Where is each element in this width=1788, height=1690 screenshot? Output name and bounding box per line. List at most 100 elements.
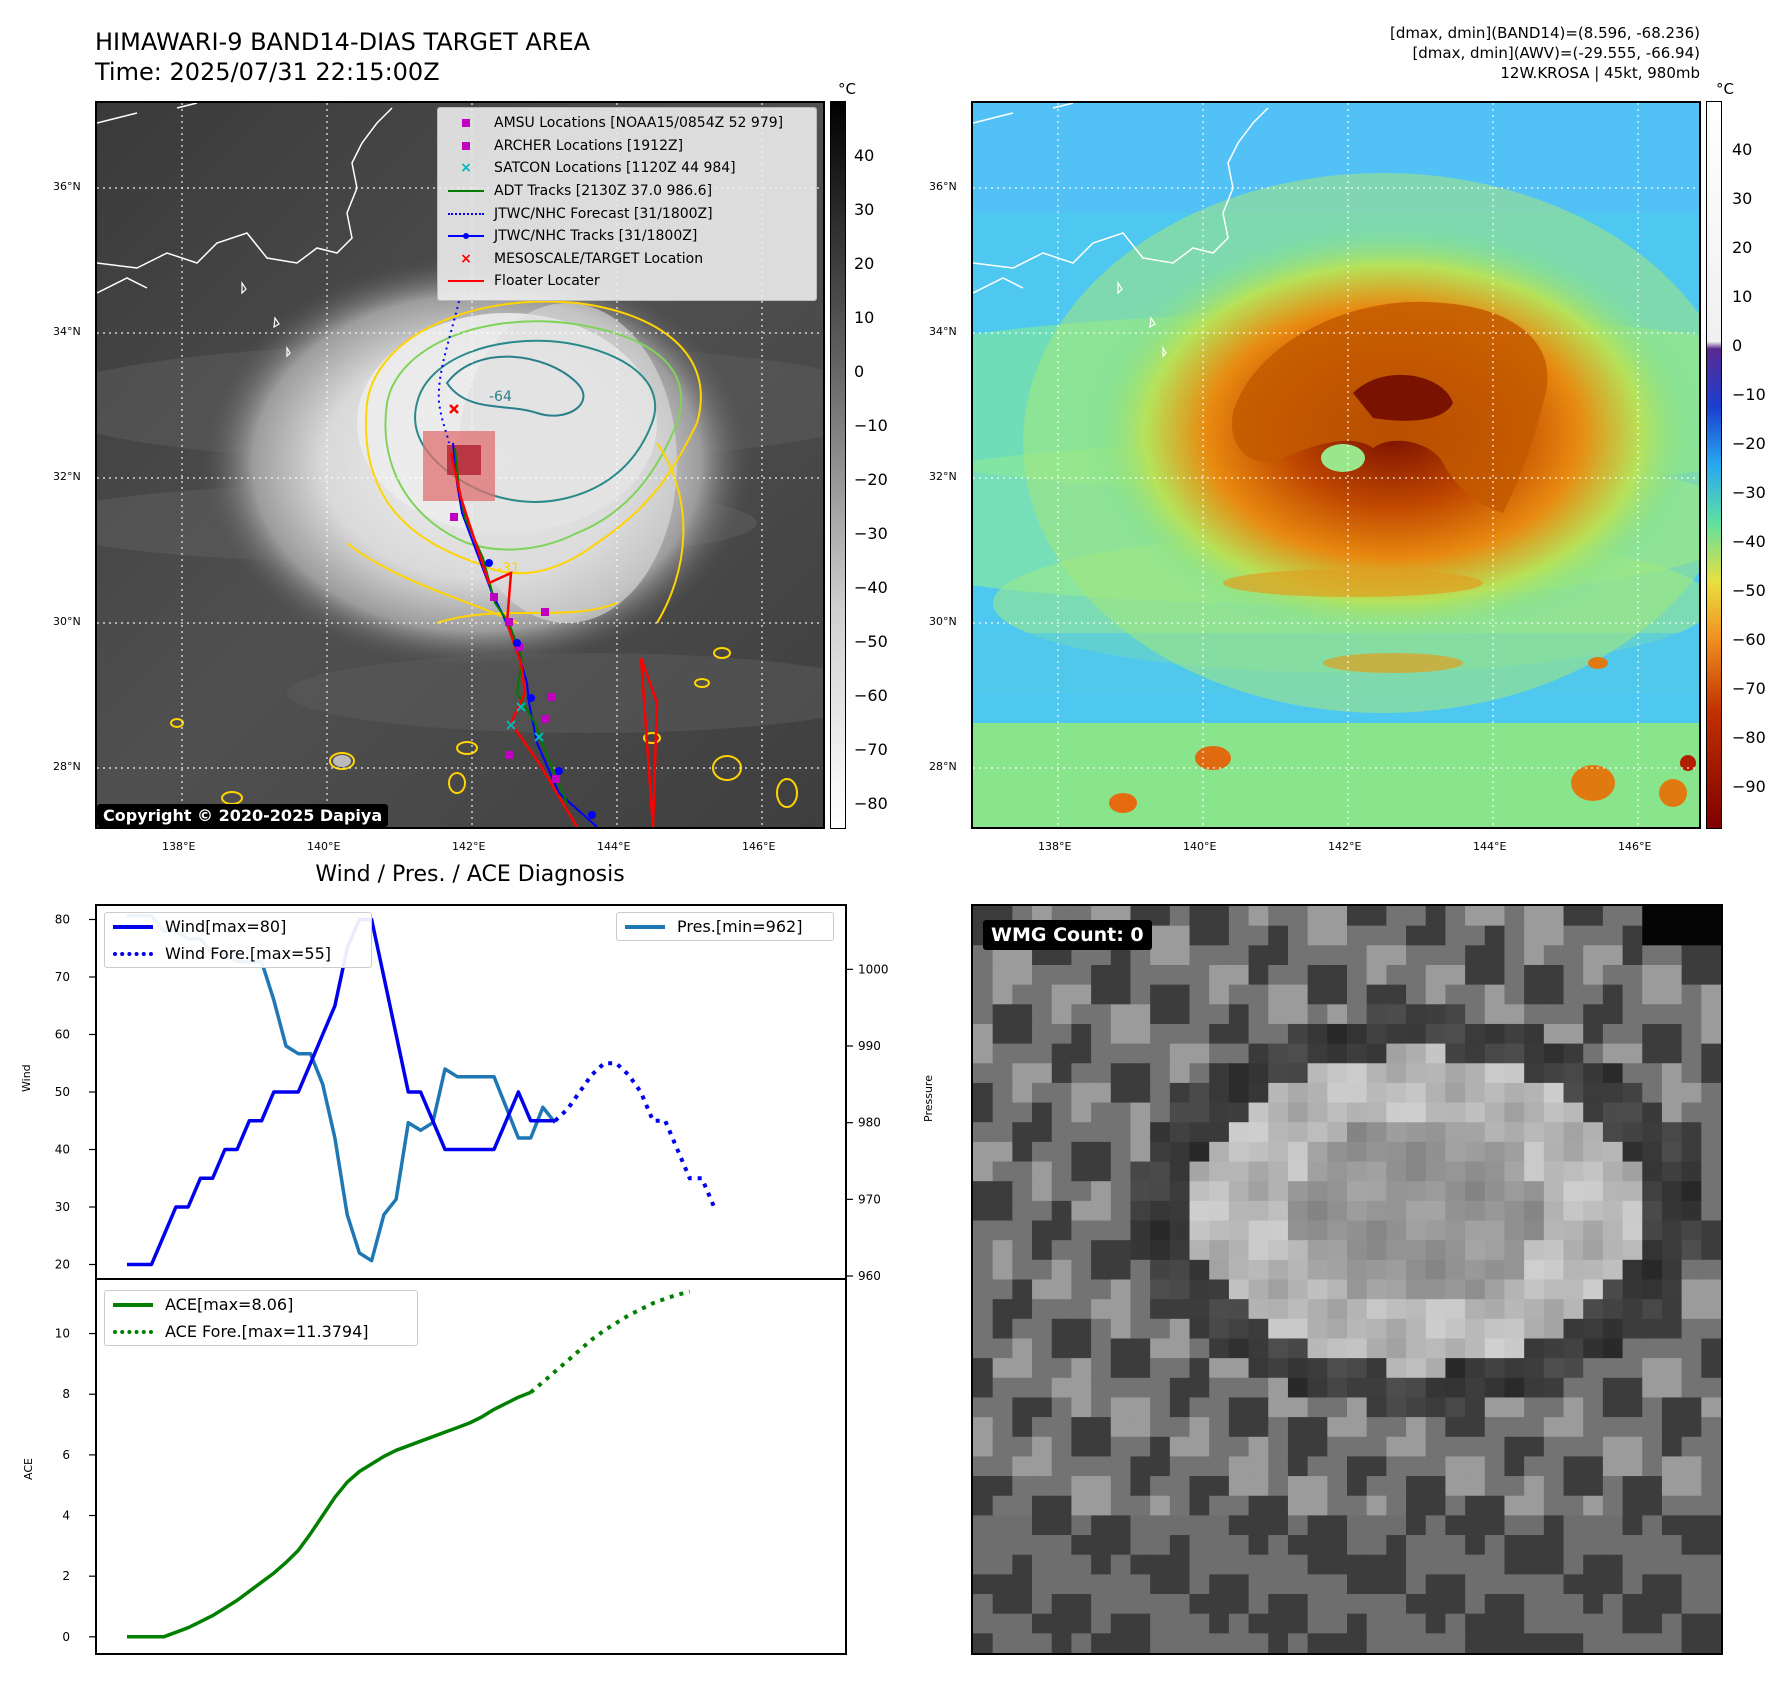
ir-colorbar-tick: 20 — [854, 254, 875, 273]
awv-colorbar-tick: 40 — [1732, 140, 1753, 159]
awv-lon-label: 146°E — [1618, 840, 1652, 853]
legend-item-amsu: AMSU Locations [NOAA15/0854Z 52 979] — [438, 112, 816, 135]
wmg-panel[interactable]: WMG Count: 0 — [971, 904, 1723, 1655]
awv-colorbar-tick: 0 — [1732, 336, 1743, 355]
awv-colorbar-tick: −60 — [1732, 630, 1766, 649]
awv-lon-label: 138°E — [1038, 840, 1072, 853]
wind-tick-label: 60 — [55, 1028, 70, 1042]
ir-colorbar-tick: −70 — [854, 740, 888, 759]
pressure-tick-label: 990 — [858, 1039, 881, 1053]
wmg-image — [973, 906, 1721, 1653]
wind-tick-label: 20 — [55, 1258, 70, 1272]
ir-lat-label: 34°N — [53, 325, 81, 338]
awv-colorbar-tick: −10 — [1732, 385, 1766, 404]
ir-lon-label: 140°E — [307, 840, 341, 853]
ir-map-panel[interactable]: -64 -31 AMSU Locations [NOAA15/0854Z 52 … — [95, 101, 825, 829]
ir-lon-label: 144°E — [597, 840, 631, 853]
ace-tick-label: 0 — [62, 1630, 70, 1644]
contour-label-64: -64 — [489, 389, 512, 405]
ir-lon-label: 142°E — [452, 840, 486, 853]
pressure-tick-label: 1000 — [858, 962, 889, 976]
awv-colorbar — [1706, 101, 1722, 829]
awv-lat-label: 32°N — [929, 470, 957, 483]
figure-time: Time: 2025/07/31 22:15:00Z — [95, 58, 440, 86]
ir-colorbar-tick: 10 — [854, 308, 875, 327]
ir-colorbar-tick: 30 — [854, 200, 875, 219]
pressure-legend-label: Pres.[min=962] — [677, 917, 803, 936]
wind-tick-label: 70 — [55, 970, 70, 984]
awv-lat-label: 36°N — [929, 180, 957, 193]
ace-tick-label: 8 — [62, 1387, 70, 1401]
wind-tick-label: 50 — [55, 1085, 70, 1099]
pressure-legend: Pres.[min=962] — [616, 912, 834, 941]
ir-colorbar-tick: −50 — [854, 632, 888, 651]
wmg-cells — [973, 906, 1721, 1653]
awv-map-panel[interactable] — [971, 101, 1701, 829]
ir-colorbar-tick: −10 — [854, 416, 888, 435]
ace-forecast-legend-label: ACE Fore.[max=11.3794] — [165, 1322, 369, 1341]
ir-colorbar-tick: −80 — [854, 794, 888, 813]
ace-legend-label: ACE[max=8.06] — [165, 1295, 294, 1314]
ir-lat-label: 36°N — [53, 180, 81, 193]
wind-legend-label: Wind[max=80] — [165, 917, 287, 936]
pressure-tick-label: 970 — [858, 1192, 881, 1206]
awv-colorbar-tick: 10 — [1732, 287, 1753, 306]
legend-item-floater: Floater Locater — [438, 270, 816, 293]
ace-tick-label: 6 — [62, 1448, 70, 1462]
ir-lon-label: 138°E — [162, 840, 196, 853]
legend-item-adt: ADT Tracks [2130Z 37.0 986.6] — [438, 180, 816, 203]
awv-lon-label: 140°E — [1183, 840, 1217, 853]
awv-colorbar-tick: −50 — [1732, 581, 1766, 600]
ir-map-legend: AMSU Locations [NOAA15/0854Z 52 979] ARC… — [437, 107, 817, 301]
copyright-badge: Copyright © 2020-2025 Dapiya — [97, 804, 389, 827]
wind-tick-label: 30 — [55, 1200, 70, 1214]
wind-forecast-legend-label: Wind Fore.[max=55] — [165, 944, 331, 963]
pressure-tick-label: 960 — [858, 1269, 881, 1283]
ir-colorbar-unit: °C — [838, 80, 856, 98]
legend-item-forecast: JTWC/NHC Forecast [31/1800Z] — [438, 202, 816, 225]
ace-axis-label: ACE — [22, 1458, 35, 1480]
awv-lat-label: 30°N — [929, 615, 957, 628]
awv-lat-label: 28°N — [929, 760, 957, 773]
pressure-tick-label: 980 — [858, 1116, 881, 1130]
awv-colorbar-tick: −90 — [1732, 777, 1766, 796]
awv-map-image — [973, 103, 1699, 827]
ace-tick-label: 2 — [62, 1569, 70, 1583]
ace-tick-label: 10 — [55, 1327, 70, 1341]
pressure-axis-label: Pressure — [922, 1075, 935, 1122]
ir-colorbar-tick: −20 — [854, 470, 888, 489]
wind-legend: Wind[max=80] Wind Fore.[max=55] — [104, 912, 372, 968]
storm-info: 12W.KROSA | 45kt, 980mb — [1500, 64, 1700, 82]
ace-legend: ACE[max=8.06] ACE Fore.[max=11.3794] — [104, 1290, 418, 1346]
wind-axis-label: Wind — [20, 1064, 33, 1092]
ir-lat-label: 32°N — [53, 470, 81, 483]
legend-item-archer: ARCHER Locations [1912Z] — [438, 135, 816, 158]
awv-colorbar-tick: −30 — [1732, 483, 1766, 502]
ace-panel[interactable] — [95, 1278, 847, 1655]
wind-tick-label: 40 — [55, 1143, 70, 1157]
ir-colorbar-tick: 40 — [854, 146, 875, 165]
dmax-band14: [dmax, dmin](BAND14)=(8.596, -68.236) — [1389, 24, 1700, 42]
awv-colorbar-tick: 20 — [1732, 238, 1753, 257]
wmg-count-badge: WMG Count: 0 — [983, 920, 1152, 950]
awv-lon-label: 142°E — [1328, 840, 1362, 853]
contour-label-31: -31 — [497, 561, 520, 577]
legend-item-tracks: JTWC/NHC Tracks [31/1800Z] — [438, 225, 816, 248]
awv-colorbar-tick: −80 — [1732, 728, 1766, 747]
legend-item-satcon: × SATCON Locations [1120Z 44 984] — [460, 160, 736, 177]
ir-colorbar-tick: −60 — [854, 686, 888, 705]
awv-lon-label: 144°E — [1473, 840, 1507, 853]
awv-colorbar-tick: −70 — [1732, 679, 1766, 698]
figure-title: HIMAWARI-9 BAND14-DIAS TARGET AREA — [95, 28, 591, 56]
awv-colorbar-tick: −20 — [1732, 434, 1766, 453]
ir-colorbar-tick: −30 — [854, 524, 888, 543]
ir-colorbar — [830, 101, 846, 829]
legend-item-target: × MESOSCALE/TARGET Location — [460, 250, 704, 267]
ir-lat-label: 28°N — [53, 760, 81, 773]
ir-lat-label: 30°N — [53, 615, 81, 628]
awv-colorbar-unit: °C — [1716, 80, 1734, 98]
ir-colorbar-tick: 0 — [854, 362, 865, 381]
diagnosis-title: Wind / Pres. / ACE Diagnosis — [315, 862, 625, 887]
ir-colorbar-tick: −40 — [854, 578, 888, 597]
awv-colorbar-tick: 30 — [1732, 189, 1753, 208]
